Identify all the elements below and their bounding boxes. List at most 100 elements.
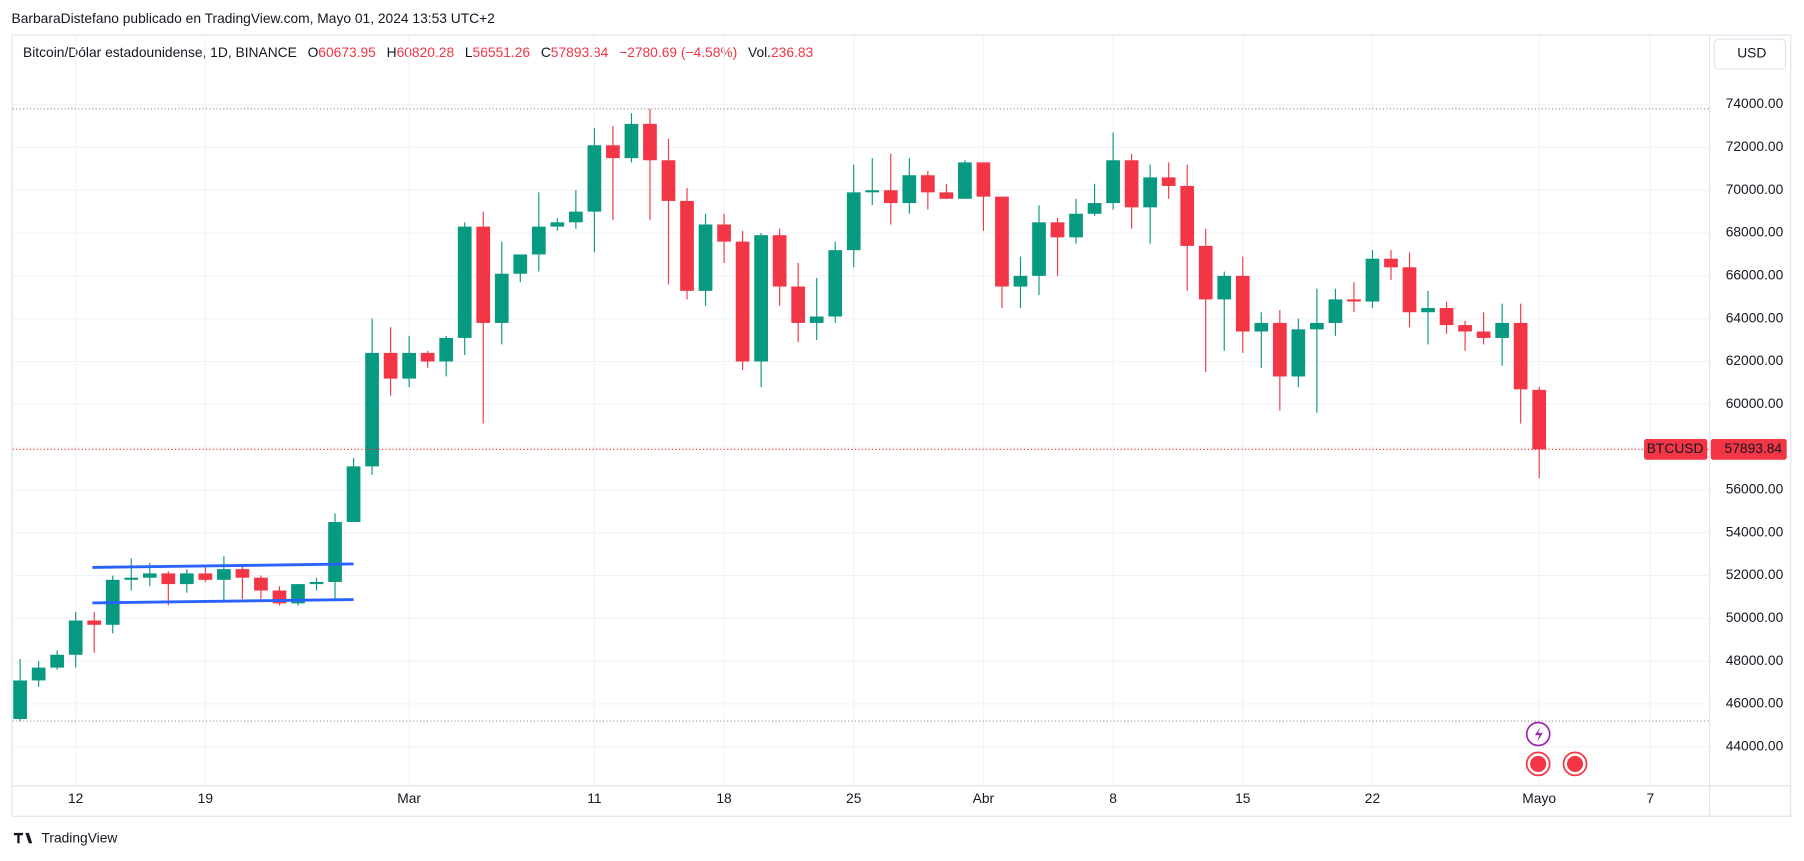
candle-body: [494, 273, 509, 323]
candle-body: [1291, 329, 1306, 377]
event-bolt: [1534, 727, 1543, 743]
y-tick-label: 60000.00: [1726, 396, 1784, 411]
candle-body: [1513, 322, 1528, 390]
candle-body: [1439, 307, 1454, 326]
candle-body: [1495, 322, 1509, 338]
candle-body: [865, 190, 880, 193]
candle-body: [291, 584, 305, 604]
y-tick-label: 64000.00: [1726, 310, 1784, 325]
candle-body: [1087, 203, 1102, 214]
price-tag: [1710, 439, 1787, 460]
candle-body: [1069, 213, 1083, 238]
legend: Bitcoin/Dólar estadounidense, 1D, BINANC…: [23, 45, 813, 60]
candle-body: [309, 581, 324, 585]
event-flag: [1566, 755, 1584, 772]
candle-body: [1476, 331, 1491, 338]
candle-body: [569, 211, 583, 223]
candle-body: [920, 175, 935, 193]
candle-body: [1458, 325, 1472, 332]
candle-body: [550, 222, 565, 227]
candle-body: [735, 241, 750, 362]
change: −2780.69 (−4.58%): [619, 45, 737, 60]
candle-body: [624, 123, 639, 159]
candle-body: [161, 573, 176, 585]
x-tick-label: 25: [846, 791, 862, 806]
candle-body: [958, 162, 972, 199]
candle-body: [1532, 389, 1547, 450]
candle-body: [235, 569, 250, 578]
currency[interactable]: USD: [1737, 46, 1766, 61]
candle-body: [476, 226, 491, 323]
candle-body: [1365, 258, 1380, 302]
candle-body: [68, 620, 83, 655]
y-tick-label: 66000.00: [1726, 267, 1784, 282]
candle-body: [1106, 160, 1120, 204]
candle-body: [698, 224, 713, 291]
candle-body: [772, 235, 787, 287]
symbol-tag-label: BTCUSD: [1647, 441, 1704, 456]
tv-logo: [13, 832, 33, 844]
candle-body: [846, 192, 861, 251]
candle-body: [1421, 307, 1435, 313]
symbol-tag: [1644, 439, 1708, 460]
candle-body: [420, 352, 435, 362]
low-label: L: [465, 45, 473, 60]
y-tick-label: 52000.00: [1726, 567, 1784, 582]
low-value: 56551.26: [473, 45, 531, 60]
candle-body: [1143, 177, 1158, 208]
candle-body: [531, 226, 546, 255]
candle-body: [1032, 222, 1046, 276]
close-value: 57893.84: [551, 45, 609, 60]
candle-body: [995, 196, 1009, 287]
currency-button[interactable]: [1713, 38, 1787, 70]
trend-line: [92, 598, 354, 605]
candle-body: [13, 680, 27, 719]
candle-body: [402, 352, 416, 379]
candle-body: [198, 573, 213, 580]
candle-body: [1272, 322, 1287, 377]
x-tick-label: 19: [198, 791, 214, 806]
candle-body: [365, 352, 379, 467]
candle-body: [828, 250, 843, 317]
y-tick-label: 70000.00: [1726, 182, 1784, 197]
candle-body: [1013, 275, 1028, 287]
frame: [11, 34, 1792, 817]
x-tick-label: 8: [1109, 791, 1117, 806]
x-tick-label: 11: [587, 791, 601, 806]
candle-body: [328, 522, 342, 582]
candle-body: [31, 667, 46, 681]
x-tick-label: Mayo: [1522, 791, 1556, 806]
candle-body: [124, 577, 139, 580]
footer: TradingView: [41, 830, 117, 845]
candle-body: [383, 352, 398, 379]
candle-body: [217, 569, 231, 580]
candle-body: [513, 254, 528, 274]
candle-body: [1402, 267, 1417, 313]
candle-body: [1180, 185, 1195, 246]
high-label: H: [387, 45, 397, 60]
candle-body: [717, 224, 731, 242]
y-tick-label: 54000.00: [1726, 524, 1784, 539]
y-tick-label: 44000.00: [1726, 738, 1784, 753]
symbol-title: Bitcoin/Dólar estadounidense, 1D, BINANC…: [23, 45, 297, 60]
open-value: 60673.95: [318, 45, 376, 60]
candle-body: [254, 577, 268, 591]
candle-body: [809, 316, 824, 323]
y-tick-label: 46000.00: [1726, 696, 1784, 711]
volume-label: Vol.: [748, 45, 771, 60]
trend-line: [92, 562, 354, 569]
y-tick-label: 74000.00: [1726, 96, 1784, 111]
byline: BarbaraDistefano publicado en TradingVie…: [12, 11, 495, 26]
candle-body: [680, 200, 694, 291]
event-icons[interactable]: [1525, 721, 1588, 777]
x-tick-label: Abr: [973, 791, 995, 806]
candle-body: [791, 286, 806, 323]
candle-body: [439, 337, 454, 362]
close-label: C: [541, 45, 551, 60]
x-tick-label: Mar: [397, 791, 421, 806]
candle-body: [1217, 275, 1232, 300]
candle-body: [1235, 275, 1250, 332]
candle-body: [606, 145, 620, 159]
candle-body: [457, 226, 472, 338]
